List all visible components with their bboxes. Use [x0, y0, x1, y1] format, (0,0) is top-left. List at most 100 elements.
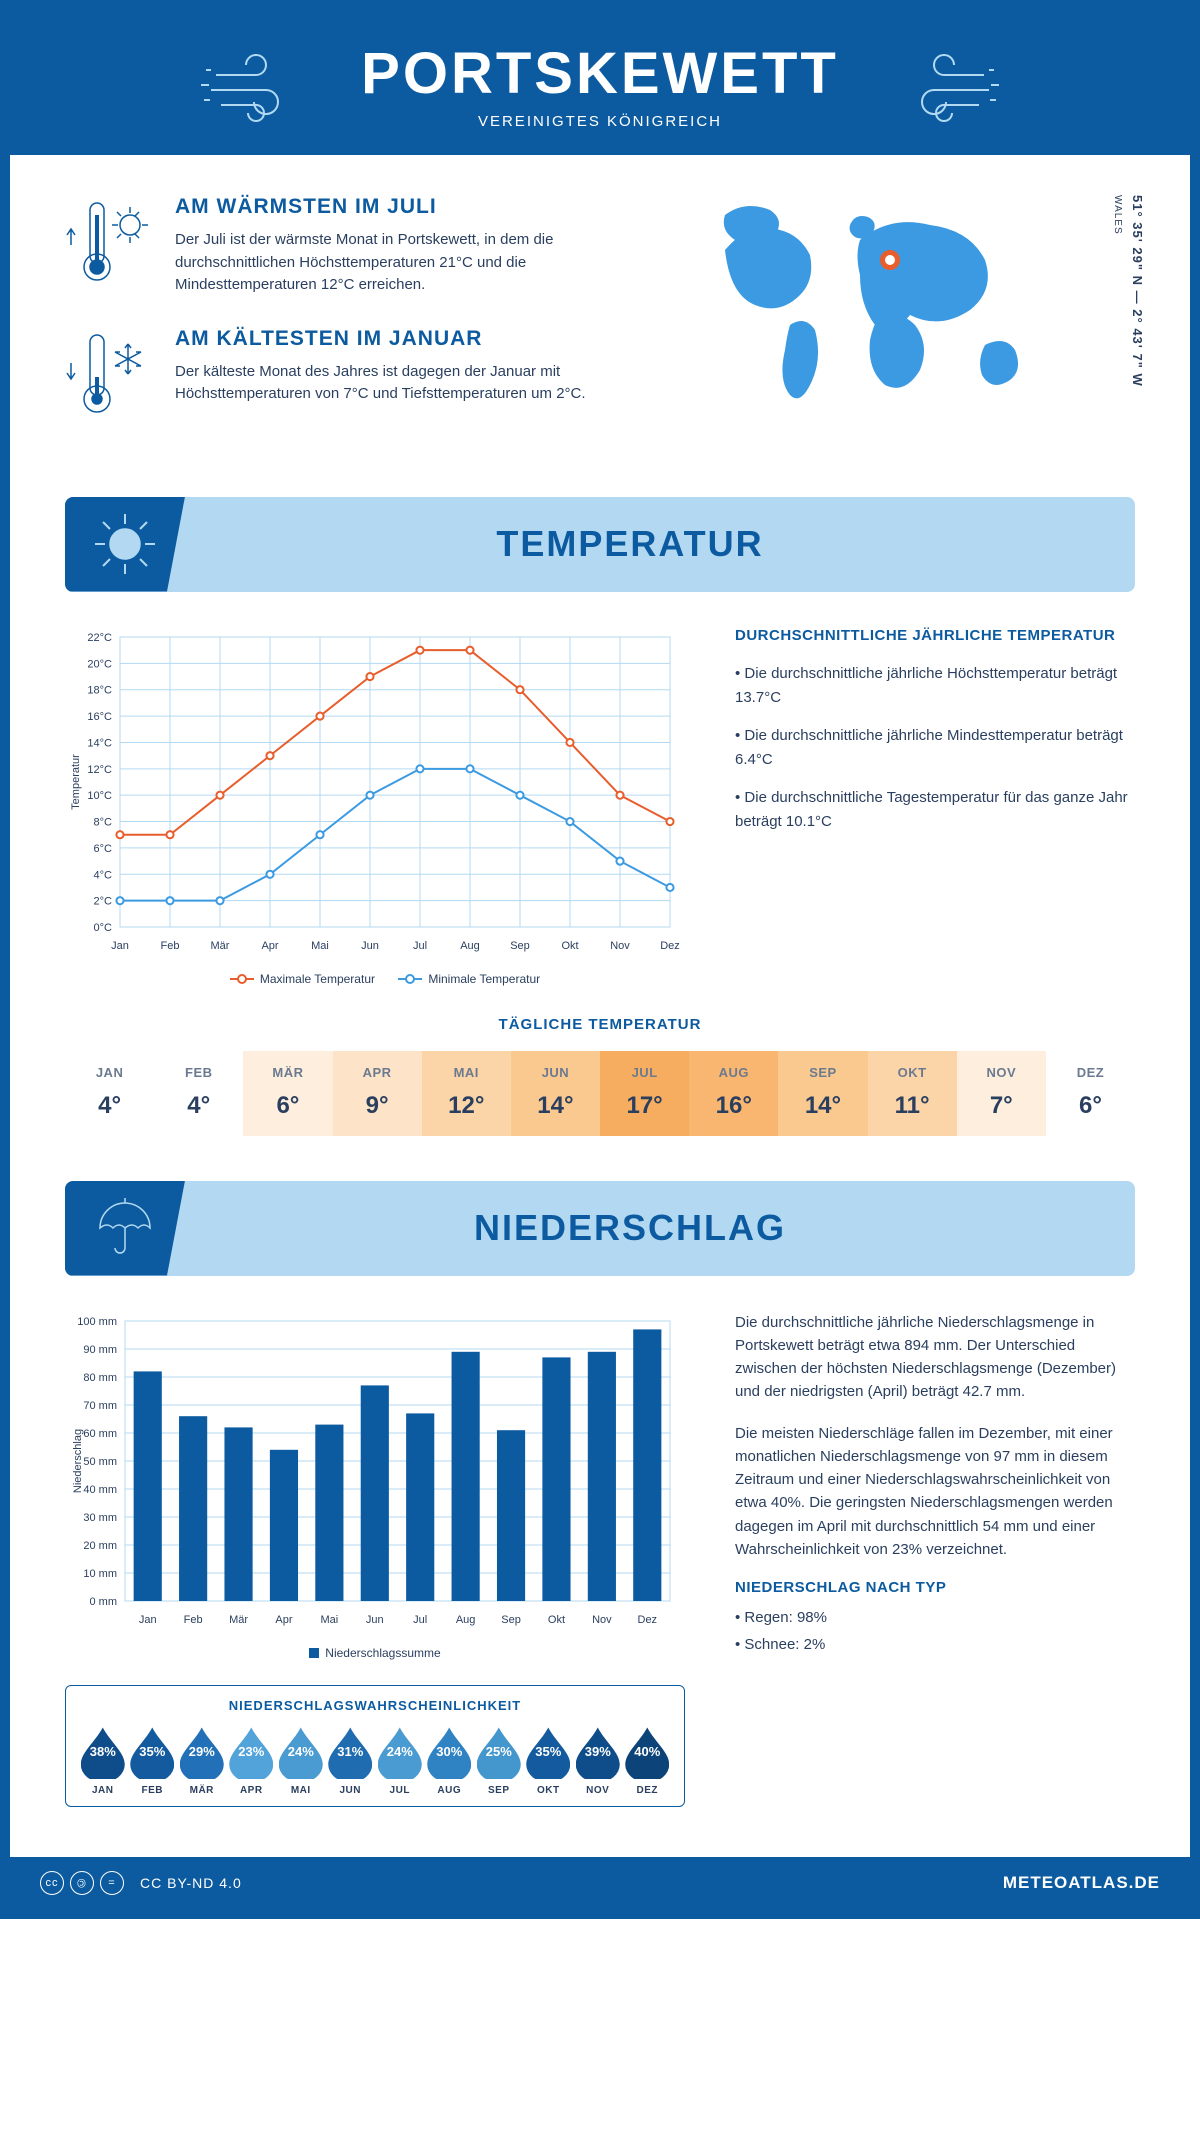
svg-text:90 mm: 90 mm — [83, 1344, 117, 1356]
probability-drop: 38%JAN — [80, 1725, 126, 1796]
probability-drop: 30%AUG — [427, 1725, 473, 1796]
svg-text:2°C: 2°C — [94, 895, 113, 907]
daily-cell: MÄR6° — [243, 1051, 332, 1136]
svg-text:Jun: Jun — [361, 940, 379, 952]
daily-month: JUL — [600, 1065, 689, 1080]
daily-cell: MAI12° — [422, 1051, 511, 1136]
svg-text:Feb: Feb — [184, 1614, 203, 1626]
chart-legend: Maximale Temperatur Minimale Temperatur — [65, 972, 685, 986]
probability-drop: 29%MÄR — [179, 1725, 225, 1796]
daily-month: SEP — [778, 1065, 867, 1080]
section-bar-precip: NIEDERSCHLAG — [65, 1181, 1135, 1276]
svg-text:Mai: Mai — [321, 1614, 339, 1626]
svg-text:22°C: 22°C — [87, 632, 112, 644]
drop-month: FEB — [130, 1785, 176, 1796]
svg-text:8°C: 8°C — [94, 816, 113, 828]
svg-text:Aug: Aug — [460, 940, 480, 952]
probability-title: NIEDERSCHLAGSWAHRSCHEINLICHKEIT — [80, 1698, 670, 1713]
svg-text:6°C: 6°C — [94, 842, 113, 854]
section-title-precip: NIEDERSCHLAG — [125, 1207, 1135, 1249]
svg-text:14°C: 14°C — [87, 737, 112, 749]
probability-drop: 24%JUL — [377, 1725, 423, 1796]
svg-text:Jan: Jan — [139, 1614, 157, 1626]
coldest-block: AM KÄLTESTEN IM JANUAR Der kälteste Mona… — [65, 327, 655, 427]
daily-month: FEB — [154, 1065, 243, 1080]
svg-text:Apr: Apr — [261, 940, 278, 952]
drop-month: DEZ — [625, 1785, 671, 1796]
thermometer-up-sun-icon — [65, 195, 155, 295]
daily-temp-title: TÄGLICHE TEMPERATUR — [65, 1016, 1135, 1033]
drop-icon: 35% — [526, 1725, 570, 1779]
precip-text: Die durchschnittliche jährliche Niedersc… — [735, 1311, 1135, 1661]
probability-drop: 31%JUN — [328, 1725, 374, 1796]
drop-icon: 24% — [378, 1725, 422, 1779]
daily-value: 12° — [422, 1092, 511, 1120]
drop-icon: 24% — [279, 1725, 323, 1779]
svg-text:80 mm: 80 mm — [83, 1372, 117, 1384]
daily-cell: DEZ6° — [1046, 1051, 1135, 1136]
page-frame: PORTSKEWETT VEREINIGTES KÖNIGREICH — [0, 0, 1200, 1919]
svg-text:50 mm: 50 mm — [83, 1456, 117, 1468]
map-block: WALES 51° 35' 29" N — 2° 43' 7" W — [695, 195, 1135, 457]
svg-text:16°C: 16°C — [87, 711, 112, 723]
svg-text:Sep: Sep — [510, 940, 530, 952]
svg-text:60 mm: 60 mm — [83, 1428, 117, 1440]
svg-text:0 mm: 0 mm — [90, 1596, 118, 1608]
cc-icon: cc — [40, 1871, 64, 1895]
svg-text:Dez: Dez — [660, 940, 680, 952]
umbrella-icon — [65, 1181, 185, 1276]
daily-month: OKT — [868, 1065, 957, 1080]
drop-month: APR — [229, 1785, 275, 1796]
wind-icon-left — [201, 45, 321, 125]
daily-cell: APR9° — [333, 1051, 422, 1136]
svg-text:Okt: Okt — [548, 1614, 565, 1626]
drop-icon: 35% — [130, 1725, 174, 1779]
svg-text:12°C: 12°C — [87, 763, 112, 775]
intro-row: AM WÄRMSTEN IM JULI Der Juli ist der wär… — [65, 195, 1135, 457]
daily-value: 4° — [65, 1092, 154, 1120]
precip-paragraph-2: Die meisten Niederschläge fallen im Deze… — [735, 1422, 1135, 1562]
temp-bullet: • Die durchschnittliche jährliche Höchst… — [735, 662, 1135, 710]
daily-value: 7° — [957, 1092, 1046, 1120]
svg-text:Mai: Mai — [311, 940, 329, 952]
svg-text:Jul: Jul — [413, 1614, 427, 1626]
daily-month: AUG — [689, 1065, 778, 1080]
drop-icon: 23% — [229, 1725, 273, 1779]
temp-bullet: • Die durchschnittliche jährliche Mindes… — [735, 724, 1135, 772]
probability-drop: 40% DEZ — [625, 1725, 671, 1796]
svg-text:30 mm: 30 mm — [83, 1512, 117, 1524]
section-title-temperature: TEMPERATUR — [125, 523, 1135, 565]
daily-cell: NOV 7° — [957, 1051, 1046, 1136]
daily-value: 4° — [154, 1092, 243, 1120]
coords-label: 51° 35' 29" N — 2° 43' 7" W — [1130, 195, 1145, 387]
drop-month: JAN — [80, 1785, 126, 1796]
svg-text:Feb: Feb — [161, 940, 180, 952]
coldest-text: Der kälteste Monat des Jahres ist dagege… — [175, 361, 655, 406]
drop-month: OKT — [526, 1785, 572, 1796]
sun-icon — [65, 497, 185, 592]
probability-drop: 35% OKT — [526, 1725, 572, 1796]
wind-icon-right — [879, 45, 999, 125]
svg-text:Apr: Apr — [275, 1614, 292, 1626]
cc-icons: cc 🄯 = CC BY-ND 4.0 — [40, 1871, 242, 1895]
probability-box: NIEDERSCHLAGSWAHRSCHEINLICHKEIT 38%JAN35… — [65, 1685, 685, 1807]
svg-text:Okt: Okt — [561, 940, 578, 952]
license-label: CC BY-ND 4.0 — [140, 1875, 242, 1891]
page-title: PORTSKEWETT — [361, 40, 839, 107]
daily-cell: JAN4° — [65, 1051, 154, 1136]
drop-icon: 31% — [328, 1725, 372, 1779]
drop-month: NOV — [575, 1785, 621, 1796]
drop-icon: 25% — [477, 1725, 521, 1779]
daily-cell: JUN14° — [511, 1051, 600, 1136]
site-label: METEOATLAS.DE — [1003, 1873, 1160, 1893]
daily-cell: SEP 14° — [778, 1051, 867, 1136]
svg-text:Jan: Jan — [111, 940, 129, 952]
daily-month: NOV — [957, 1065, 1046, 1080]
drop-icon: 40% — [625, 1725, 669, 1779]
temperature-info: DURCHSCHNITTLICHE JÄHRLICHE TEMPERATUR •… — [735, 627, 1135, 986]
warmest-heading: AM WÄRMSTEN IM JULI — [175, 195, 655, 219]
daily-cell: JUL17° — [600, 1051, 689, 1136]
daily-cell: AUG16° — [689, 1051, 778, 1136]
daily-value: 14° — [778, 1092, 867, 1120]
bytype-item: • Schnee: 2% — [735, 1633, 1135, 1656]
